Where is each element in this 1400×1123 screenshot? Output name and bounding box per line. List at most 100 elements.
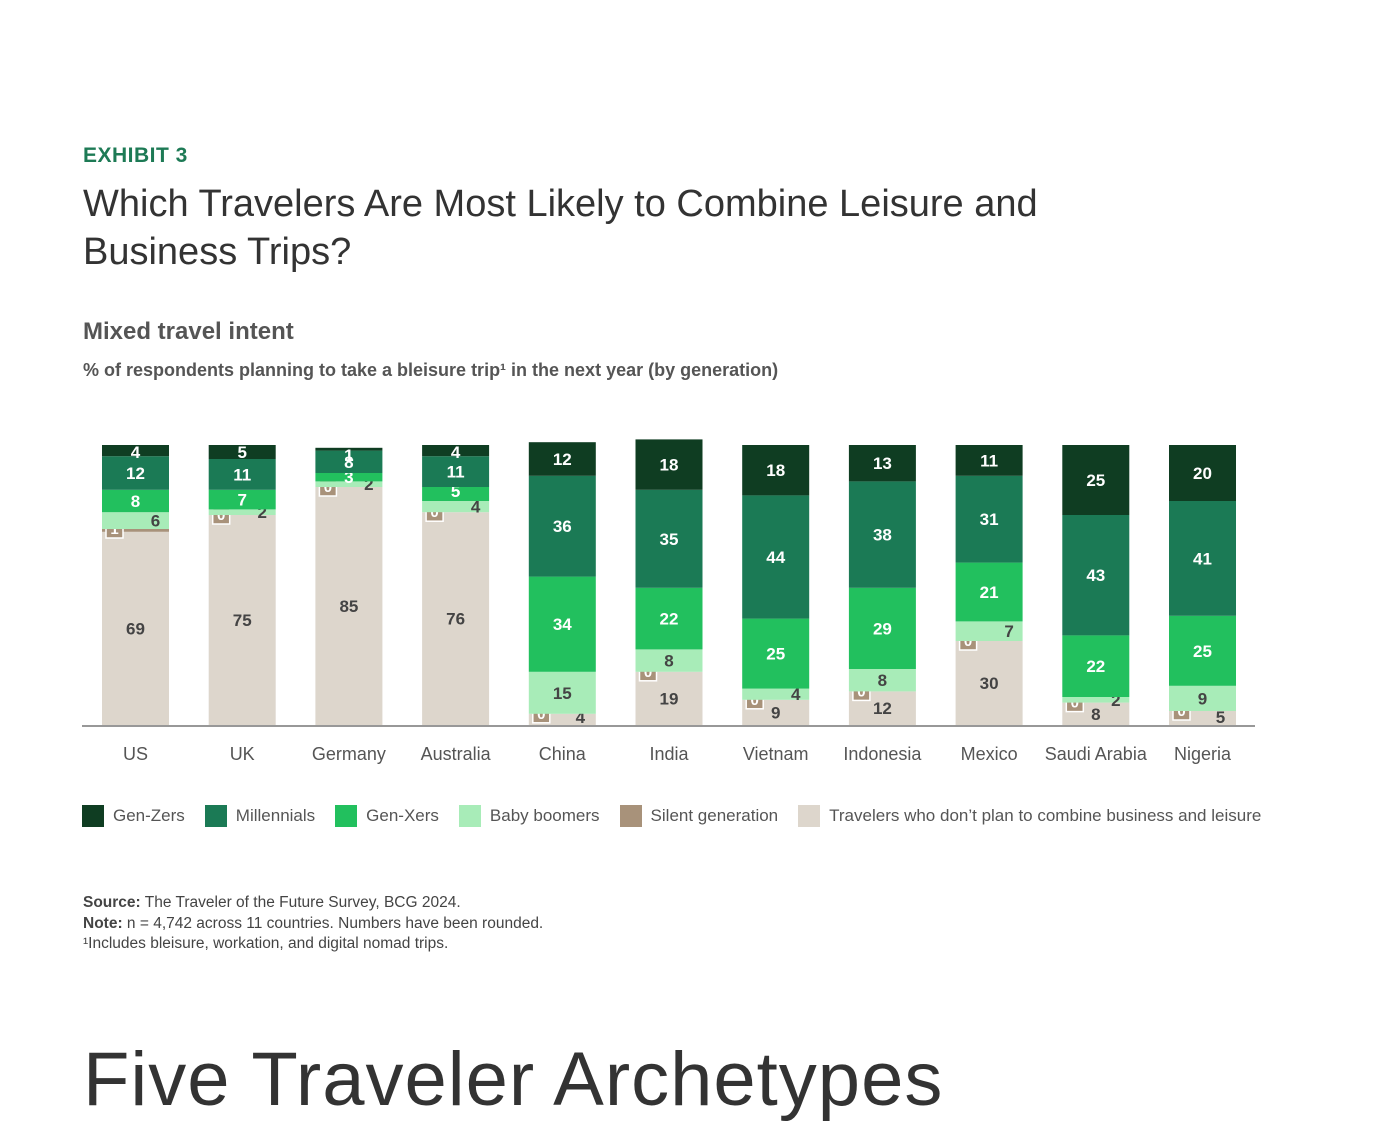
bar-segment — [208, 509, 276, 515]
legend-item-gen-zers: Gen-Zers — [82, 805, 185, 827]
data-label: 35 — [660, 530, 679, 549]
bar-segment — [315, 487, 383, 725]
bar-segment — [102, 489, 169, 513]
bar-segment — [1062, 445, 1130, 515]
legend-label: Gen-Xers — [366, 806, 439, 825]
source-line: Source: The Traveler of the Future Surve… — [83, 893, 543, 914]
data-label: 0 — [217, 507, 225, 524]
data-label: 12 — [873, 699, 892, 718]
data-label: 5 — [451, 482, 460, 501]
bar-segment — [528, 442, 596, 476]
data-label: 8 — [878, 671, 887, 690]
bar-segment — [315, 447, 383, 451]
data-label: 75 — [233, 611, 252, 630]
bar-segment — [1169, 501, 1236, 616]
data-label: 4 — [451, 443, 461, 462]
bar-segment — [742, 445, 810, 496]
x-tick-label: Germany — [312, 744, 386, 764]
x-tick-label: Vietnam — [743, 744, 809, 764]
bar-segment — [422, 456, 490, 487]
data-label: 31 — [980, 510, 999, 529]
bar-segment — [955, 641, 1023, 725]
data-label: 11 — [233, 465, 251, 484]
bar-segment — [635, 439, 703, 490]
bar-segment — [422, 487, 490, 501]
bar-segment — [955, 445, 1023, 476]
data-label: 1 — [344, 446, 353, 465]
data-label: 0 — [537, 706, 545, 723]
bar-segment — [528, 475, 596, 577]
chart-title: Which Travelers Are Most Likely to Combi… — [83, 183, 1038, 273]
x-tick-label: Nigeria — [1174, 744, 1232, 764]
data-label: 18 — [660, 456, 679, 475]
data-label: 7 — [237, 491, 246, 510]
legend-swatch — [798, 805, 821, 827]
data-label: 2 — [257, 503, 266, 522]
data-label: 0 — [644, 664, 652, 681]
legend-item-gen-xers: Gen-Xers — [335, 805, 439, 827]
next-section-heading: Five Traveler Archetypes — [83, 1037, 944, 1122]
x-tick-label: UK — [230, 744, 255, 764]
legend-label: Gen-Zers — [113, 806, 185, 825]
legend-item-millennials: Millennials — [204, 805, 315, 827]
bar-segment — [422, 501, 490, 513]
data-label: 3 — [344, 468, 353, 487]
note-label: Note: — [83, 914, 123, 932]
x-tick-label: Australia — [421, 744, 492, 764]
bar-segment — [315, 473, 383, 482]
data-label: 11 — [980, 451, 998, 470]
bar-segment — [955, 562, 1023, 622]
x-tick-label: India — [649, 744, 689, 764]
legend-label: Travelers who don’t plan to combine busi… — [829, 806, 1262, 825]
data-label: 0 — [1071, 695, 1079, 712]
bar-segment — [315, 450, 383, 473]
chart-legend: Gen-Zers Millennials Gen-Xers Baby boomers S… — [82, 805, 1281, 827]
data-label: 4 — [471, 498, 481, 517]
data-label: 5 — [237, 443, 246, 462]
data-label: 0 — [857, 683, 865, 700]
data-label: 85 — [339, 597, 358, 616]
data-label: 22 — [660, 610, 679, 629]
bar-segment — [848, 481, 916, 588]
data-label: 41 — [1193, 549, 1212, 568]
data-label: 9 — [771, 703, 780, 722]
data-label: 12 — [126, 464, 145, 483]
bar-segment — [848, 587, 916, 669]
footnote: ¹Includes bleisure, workation, and digit… — [83, 935, 449, 952]
legend-item-silent-generation: Silent generation — [619, 805, 778, 827]
data-label: 25 — [766, 645, 785, 664]
bar-segment — [1169, 615, 1236, 686]
x-tick-label: China — [539, 744, 587, 764]
legend-label: Baby boomers — [489, 806, 600, 825]
bar-segment — [742, 618, 810, 689]
bar-segment — [1062, 635, 1130, 697]
data-label: 43 — [1086, 566, 1105, 585]
data-label: 21 — [980, 583, 999, 602]
bar-segment — [422, 445, 490, 457]
bar-segment — [848, 445, 916, 482]
chart-subtitle: Mixed travel intent — [83, 318, 294, 345]
data-label: 7 — [1004, 622, 1013, 641]
data-label: 12 — [553, 450, 572, 469]
x-tick-label: US — [123, 744, 148, 764]
data-label: 25 — [1086, 471, 1105, 490]
bar-segment — [208, 489, 276, 510]
data-label: 8 — [664, 652, 673, 671]
data-label: 0 — [430, 504, 438, 521]
data-label: 8 — [344, 453, 353, 472]
data-label: 34 — [553, 615, 572, 634]
bar-segment — [1062, 697, 1130, 703]
bar-segment — [208, 459, 276, 490]
data-label: 4 — [576, 708, 586, 727]
bar-segment — [102, 531, 169, 725]
data-label: 0 — [1177, 703, 1185, 720]
bar-segment — [102, 456, 169, 490]
data-label: 38 — [873, 526, 892, 545]
data-label: 6 — [151, 512, 160, 531]
x-tick-label: Saudi Arabia — [1045, 744, 1148, 764]
data-label: 11 — [447, 463, 465, 482]
data-label: 76 — [446, 610, 465, 629]
data-label: 8 — [1091, 705, 1100, 724]
data-label: 13 — [873, 454, 892, 473]
